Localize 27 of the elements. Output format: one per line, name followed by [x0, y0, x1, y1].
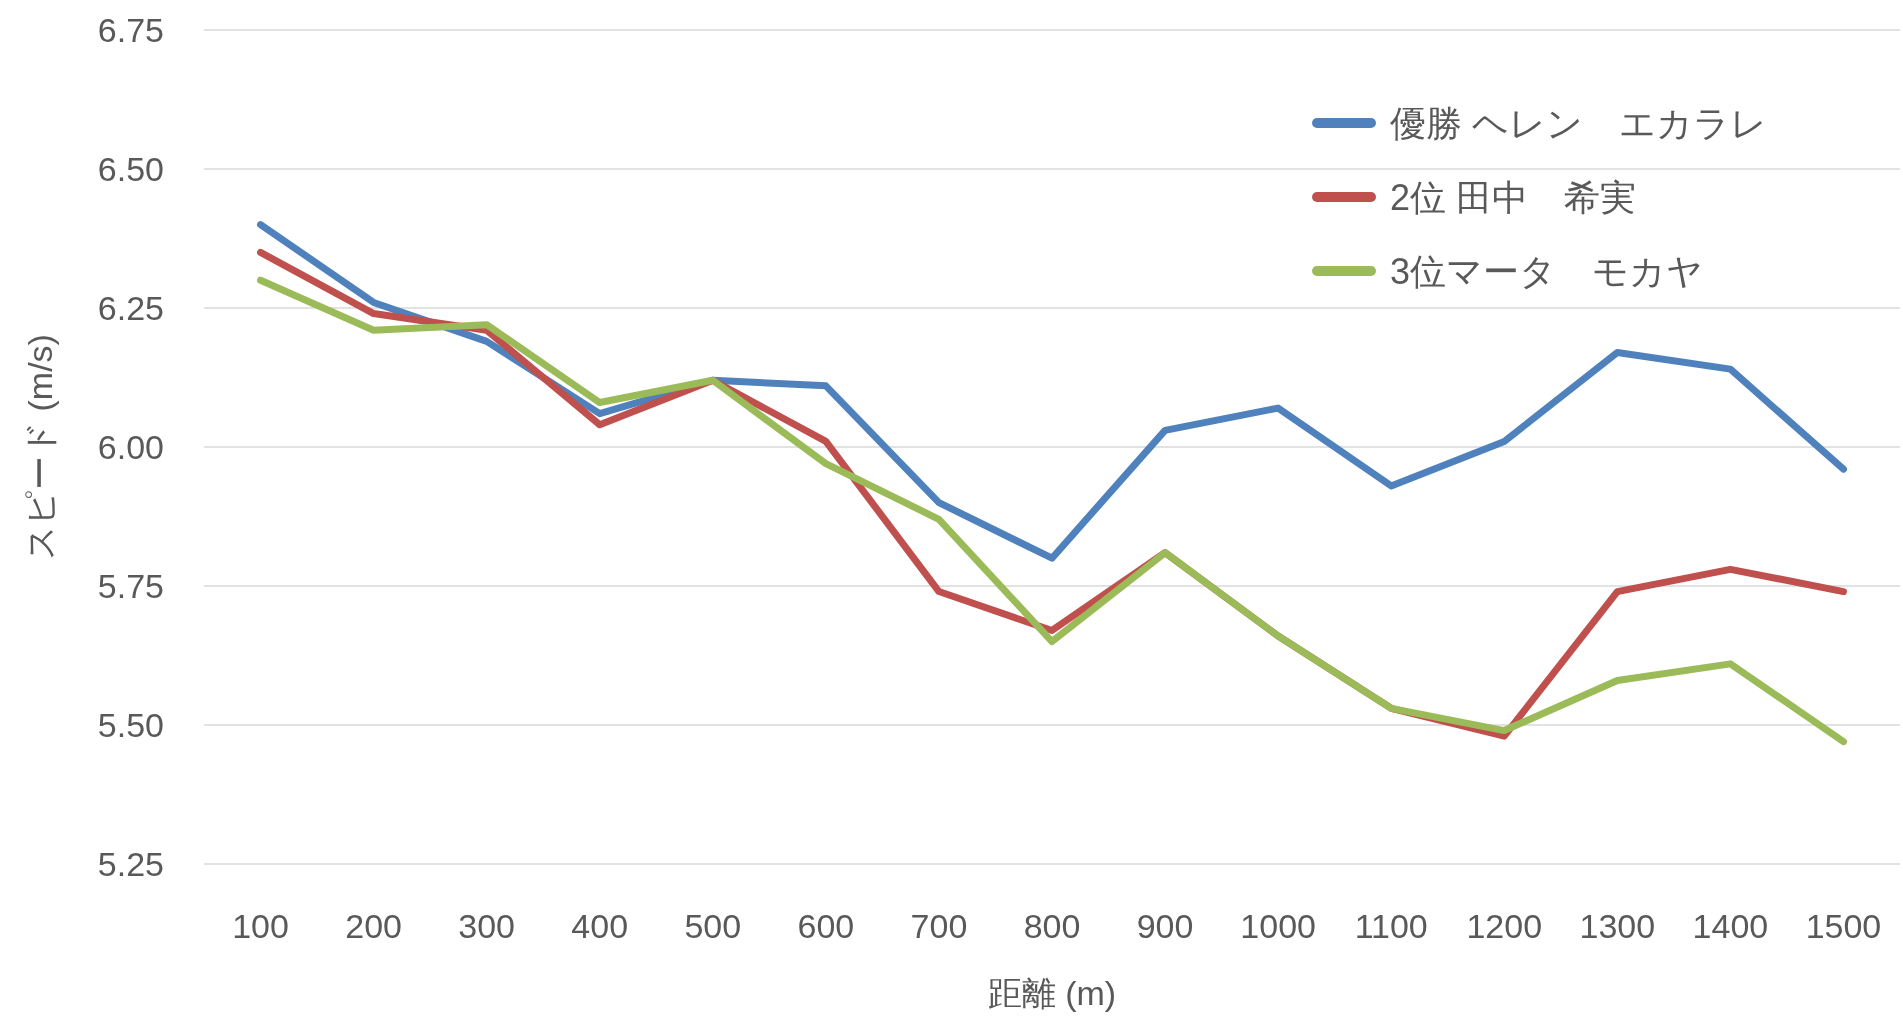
legend-label: 2位 田中 希実	[1390, 176, 1637, 218]
x-tick-label: 1200	[1466, 907, 1543, 945]
legend-label: 優勝 ヘレン エカラレ	[1390, 102, 1768, 144]
x-tick-label: 600	[797, 907, 855, 945]
x-tick-label: 1400	[1692, 907, 1769, 945]
y-tick-label: 6.25	[97, 289, 164, 327]
x-tick-label: 1000	[1240, 907, 1316, 945]
y-axis-title: スピード (m/s)	[21, 334, 59, 560]
x-tick-label: 500	[684, 907, 742, 945]
x-tick-label: 700	[910, 907, 968, 945]
x-tick-label: 1300	[1579, 907, 1656, 945]
y-tick-label: 6.50	[97, 150, 164, 188]
x-tick-label: 300	[458, 907, 516, 945]
x-tick-label: 1500	[1805, 907, 1882, 945]
x-tick-label: 900	[1136, 907, 1194, 945]
x-axis-title: 距離 (m)	[987, 974, 1117, 1012]
y-tick-label: 5.50	[97, 706, 164, 744]
legend-label: 3位マータ モカヤ	[1390, 250, 1704, 292]
x-tick-label: 1100	[1354, 907, 1428, 945]
y-tick-label: 5.25	[97, 845, 164, 883]
x-tick-label: 100	[232, 907, 289, 945]
y-tick-label: 6.00	[97, 428, 164, 466]
x-tick-label: 400	[571, 907, 629, 945]
x-tick-label: 200	[345, 907, 402, 945]
y-tick-label: 5.75	[97, 567, 164, 605]
x-tick-label: 800	[1023, 907, 1081, 945]
y-tick-label: 6.75	[97, 11, 164, 49]
